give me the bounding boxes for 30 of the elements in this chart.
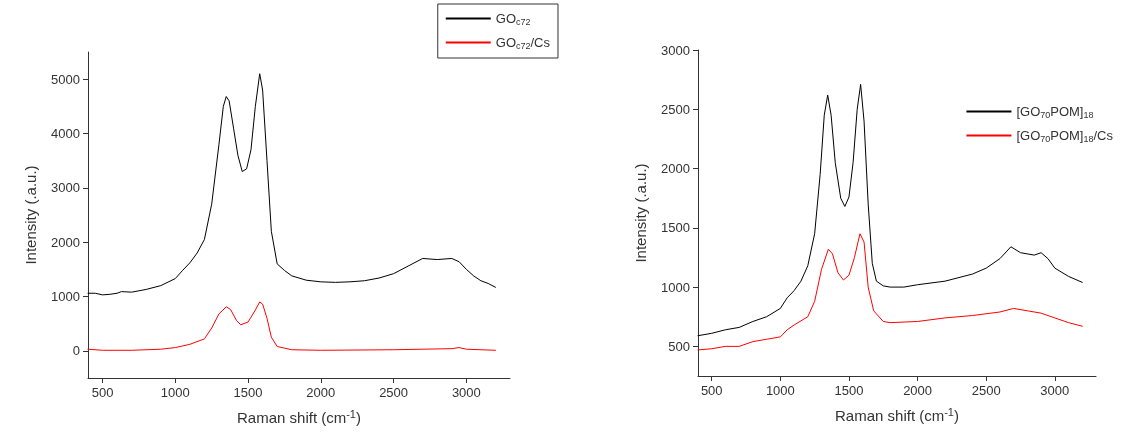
y-tick-label: 2000 xyxy=(661,161,690,177)
y-tick-label: 5000 xyxy=(51,71,80,87)
x-tick-label: 500 xyxy=(700,383,723,398)
y-tick-label: 4000 xyxy=(51,126,80,141)
x-tick-label: 1000 xyxy=(160,385,190,400)
line-series xyxy=(87,301,496,351)
y-axis-title: Intensity (.a.u.) xyxy=(22,165,39,265)
y-tick-label: 2000 xyxy=(51,234,80,250)
y-tick-label: 500 xyxy=(668,338,690,354)
y-axis-title: Intensity (.a.u.) xyxy=(632,163,649,263)
y-tick-label: 3000 xyxy=(661,42,690,58)
x-tick-label: 2000 xyxy=(903,383,933,398)
y-tick-label: 0 xyxy=(72,343,80,359)
x-tick-label: 1500 xyxy=(233,385,263,400)
y-tick-label: 3000 xyxy=(51,180,80,196)
y-tick-label: 1000 xyxy=(661,279,690,295)
x-tick-label: 500 xyxy=(91,385,114,400)
y-tick-label: 1500 xyxy=(661,220,690,236)
x-tick-label: 3000 xyxy=(1040,383,1070,398)
x-tick-label: 1000 xyxy=(765,383,795,398)
line-series xyxy=(697,83,1083,337)
y-tick-label: 2500 xyxy=(661,101,690,117)
x-tick-label: 2000 xyxy=(306,385,336,400)
x-tick-label: 3000 xyxy=(451,385,481,400)
y-tick-label: 1000 xyxy=(51,289,80,304)
x-tick-label: 1500 xyxy=(834,383,864,398)
line-series xyxy=(697,233,1083,351)
x-tick-label: 2500 xyxy=(379,385,409,400)
line-series xyxy=(87,73,496,296)
x-tick-label: 2500 xyxy=(971,383,1001,398)
